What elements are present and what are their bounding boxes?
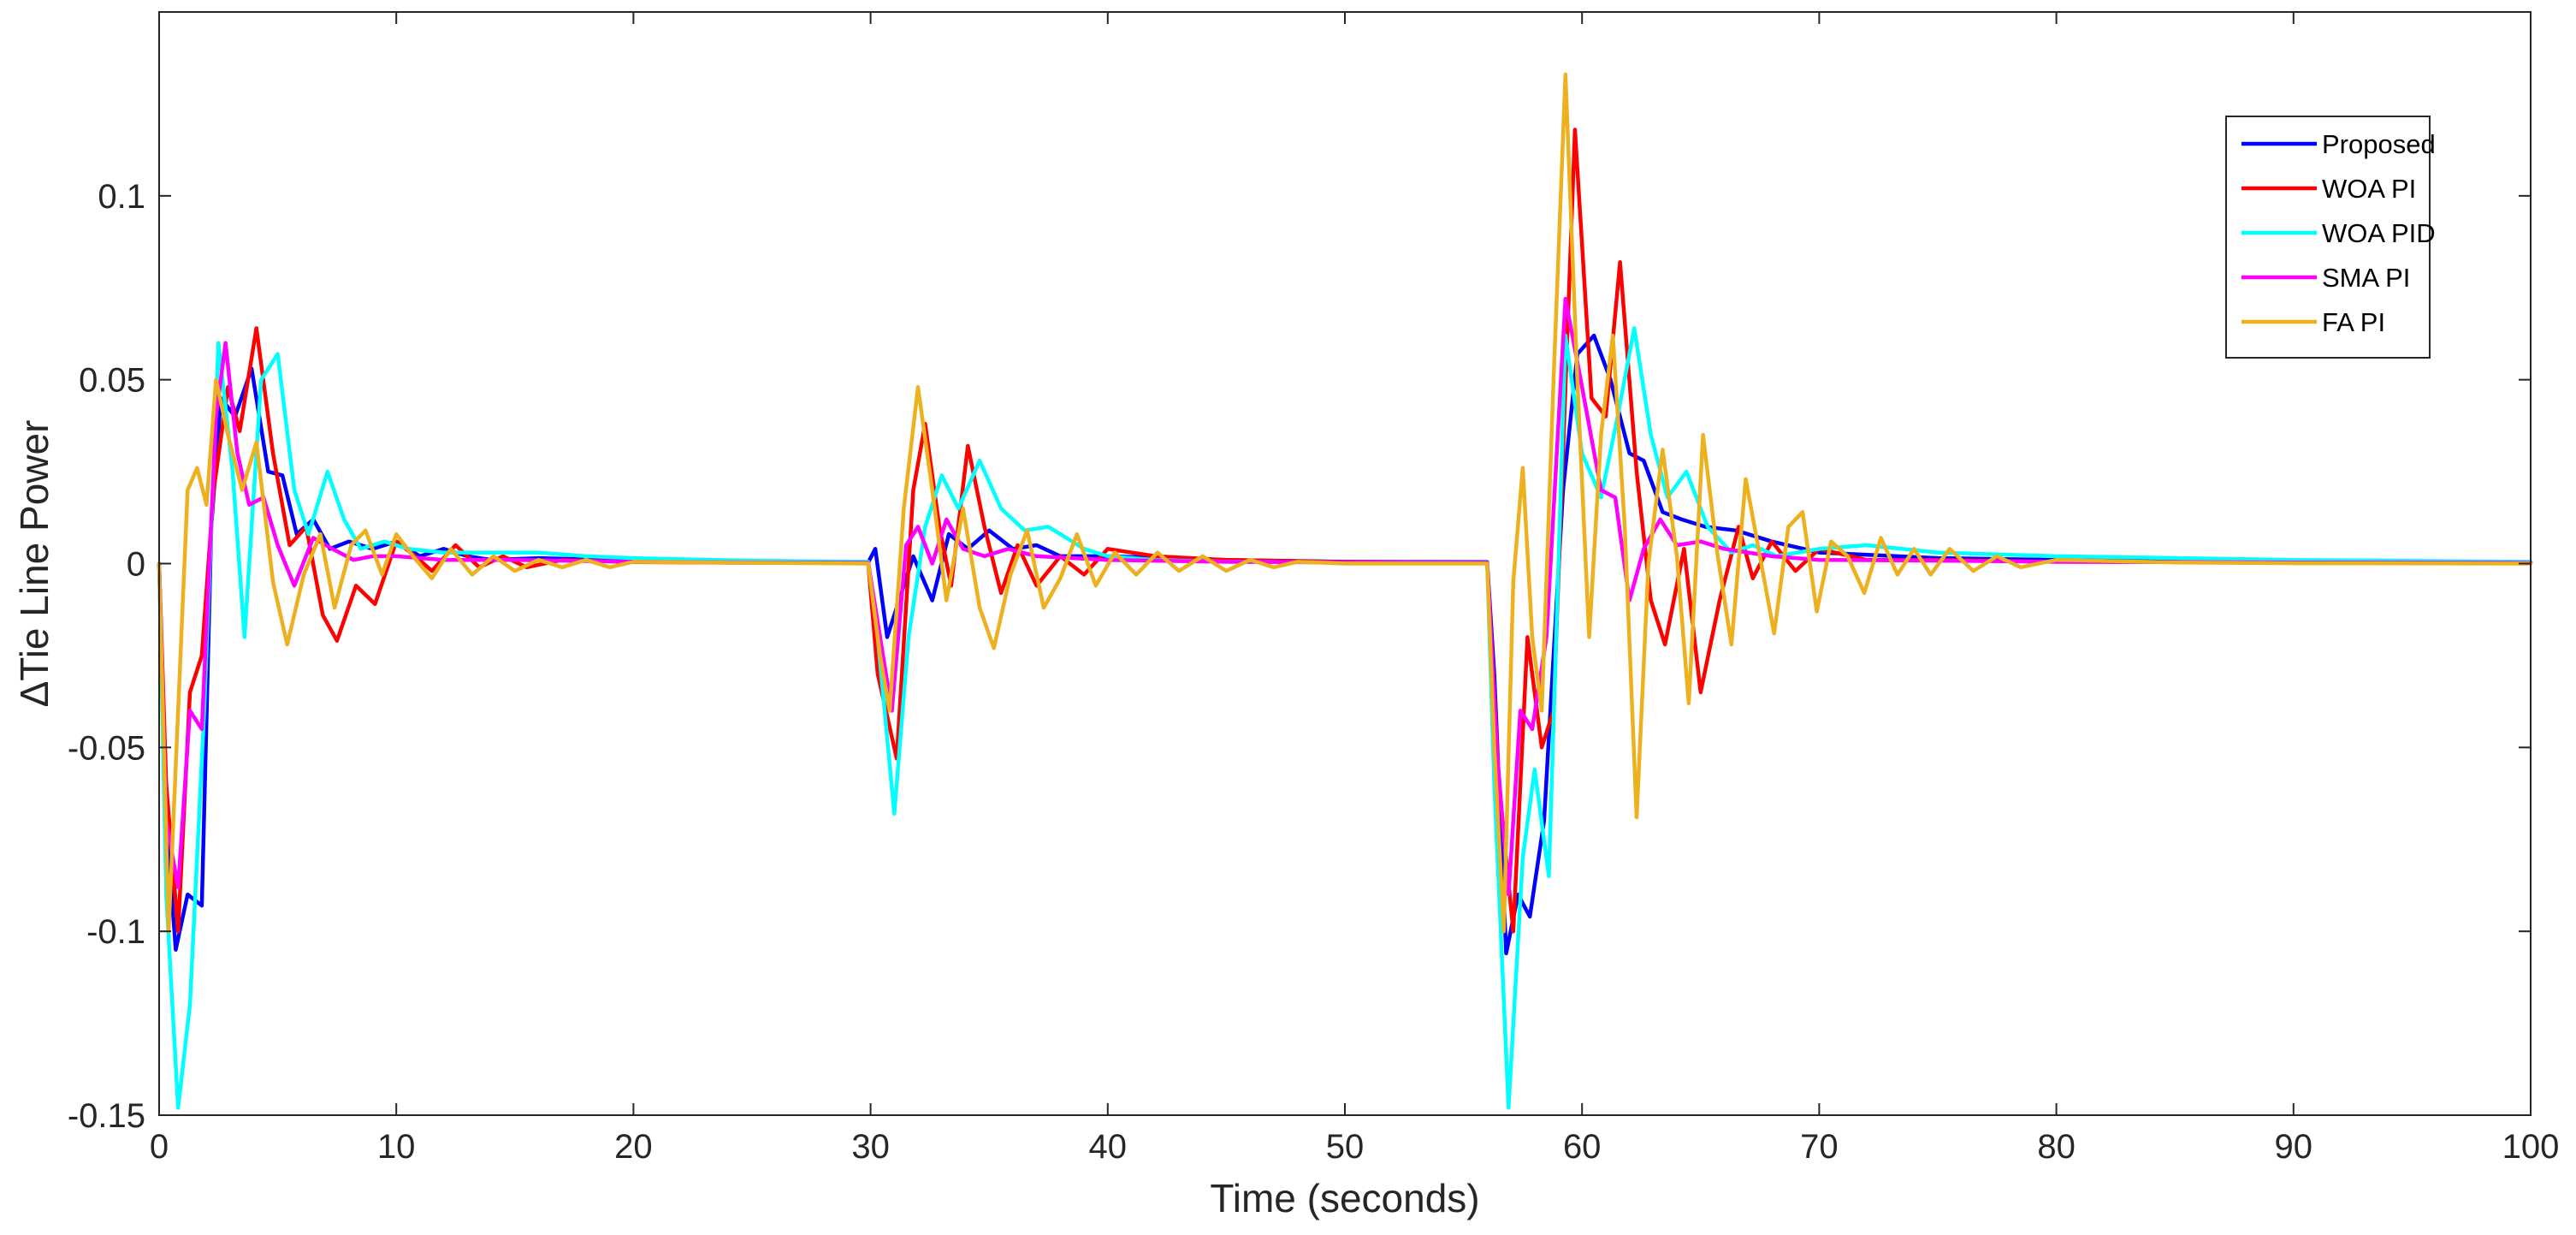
y-axis-title: ΔTie Line Power [12, 420, 56, 708]
series-line [157, 296, 2533, 897]
x-tick-label: 30 [851, 1128, 890, 1166]
series-layer [157, 72, 2533, 1110]
x-axis-title: Time (seconds) [1210, 1176, 1479, 1220]
x-tick-label: 70 [1800, 1128, 1839, 1166]
x-tick-label: 20 [614, 1128, 653, 1166]
series-line [157, 72, 2533, 934]
legend-entry: Proposed [2322, 129, 2436, 159]
y-tick-label: -0.1 [86, 913, 145, 951]
legend-entry: FA PI [2322, 307, 2385, 337]
x-tick-label: 90 [2275, 1128, 2313, 1166]
axis-ticks: 0 10 20 30 40 50 60 70 80 90 100 -0.15 -0.1 -0.05 0 0.0… [68, 12, 2560, 1166]
y-tick-label: 0.05 [79, 362, 145, 400]
legend-entry: SMA PI [2322, 263, 2410, 293]
legend: Proposed WOA PI WOA PID SMA PI FA PI [2225, 116, 2436, 359]
legend-entry: WOA PI [2322, 174, 2416, 204]
x-tick-label: 40 [1089, 1128, 1128, 1166]
y-tick-label: 0.1 [98, 178, 145, 216]
y-tick-label: -0.15 [68, 1097, 145, 1135]
legend-box [2225, 116, 2431, 359]
series-line [157, 333, 2533, 956]
y-tick-label: -0.05 [68, 729, 145, 767]
legend-entry: WOA PID [2322, 218, 2436, 248]
x-tick-label: 60 [1563, 1128, 1602, 1166]
x-tick-label: 10 [377, 1128, 416, 1166]
series-line [157, 326, 2533, 1110]
x-tick-label: 0 [150, 1128, 169, 1166]
x-tick-label: 100 [2502, 1128, 2560, 1166]
x-tick-label: 80 [2037, 1128, 2076, 1166]
y-tick-label: 0 [127, 546, 145, 584]
x-tick-label: 50 [1326, 1128, 1365, 1166]
